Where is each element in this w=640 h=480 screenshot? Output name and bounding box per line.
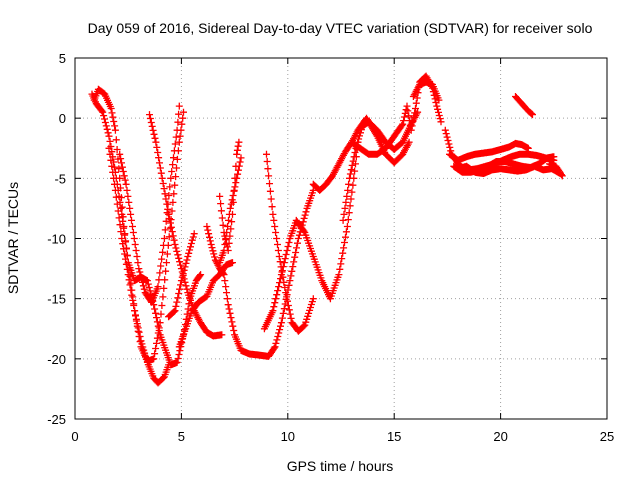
series-markers xyxy=(216,154,245,267)
y-tick-label: -25 xyxy=(47,412,66,427)
series-sat-c xyxy=(105,144,173,387)
series-markers xyxy=(512,93,536,119)
series-sat-e xyxy=(146,111,226,340)
series-markers xyxy=(216,138,243,254)
series-sat-u xyxy=(546,160,566,180)
series-sat-o xyxy=(348,72,445,158)
y-tick-label: 5 xyxy=(59,51,66,66)
series-markers xyxy=(146,111,226,340)
y-tick-label: -10 xyxy=(47,232,66,247)
series-sat-i xyxy=(216,138,243,254)
x-tick-label: 20 xyxy=(493,429,507,444)
y-tick-label: 0 xyxy=(59,111,66,126)
x-tick-label: 25 xyxy=(600,429,614,444)
x-tick-labels: 0 5 10 15 20 25 xyxy=(71,429,614,444)
x-tick-label: 5 xyxy=(178,429,185,444)
series-markers xyxy=(260,138,362,333)
series-markers xyxy=(454,162,564,177)
series-sat-p xyxy=(409,78,443,104)
series-markers xyxy=(409,78,443,104)
y-tick-label: -5 xyxy=(54,171,66,186)
x-axis-label: GPS time / hours xyxy=(287,458,394,474)
series-sat-t xyxy=(454,162,564,177)
series-markers xyxy=(105,144,173,387)
axis-ticks xyxy=(74,57,608,420)
series-sat-r xyxy=(446,139,532,164)
chart-title: Day 059 of 2016, Sidereal Day-to-day VTE… xyxy=(88,20,593,36)
x-tick-label: 0 xyxy=(71,429,78,444)
data-points xyxy=(88,72,566,387)
series-markers xyxy=(348,72,445,158)
y-tick-label: -15 xyxy=(47,292,66,307)
x-tick-label: 15 xyxy=(387,429,401,444)
series-sat-v xyxy=(512,93,536,119)
series-sat-j xyxy=(216,154,245,267)
series-markers xyxy=(309,114,413,194)
series-markers xyxy=(546,160,566,180)
y-axis-label: SDTVAR / TECUs xyxy=(5,182,21,294)
series-sat-f xyxy=(165,230,198,321)
series-sat-l xyxy=(260,138,362,333)
series-markers xyxy=(165,230,198,321)
series-sat-m xyxy=(309,114,413,194)
x-tick-label: 10 xyxy=(281,429,295,444)
y-tick-label: -20 xyxy=(47,352,66,367)
series-markers xyxy=(446,139,532,164)
y-tick-labels: -25 -20 -15 -10 -5 0 5 xyxy=(47,51,66,427)
